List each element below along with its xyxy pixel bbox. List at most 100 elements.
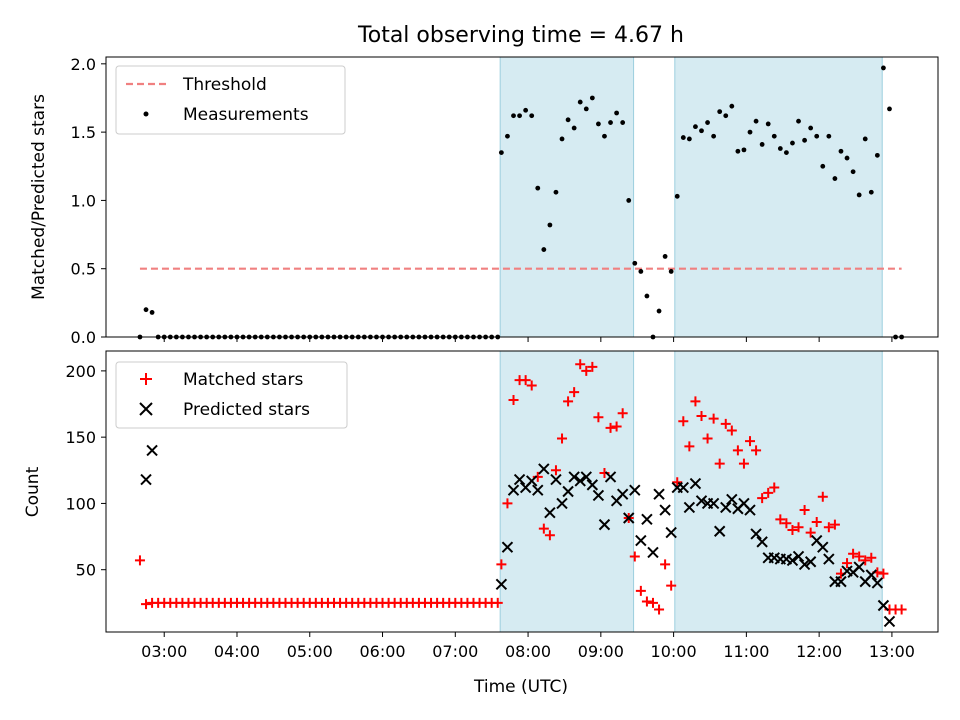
predicted-star-point — [513, 473, 526, 486]
predicted-star-point — [804, 556, 817, 568]
time-x-tick-label: 08:00 — [505, 642, 551, 661]
predicted-star-point — [695, 495, 708, 507]
matched-star-point — [775, 514, 786, 525]
matched-star-point — [660, 559, 671, 570]
matched-star-point — [617, 408, 628, 419]
measurement-point — [838, 148, 844, 154]
measurement-point — [638, 269, 644, 274]
predicted-star-point — [750, 528, 762, 540]
measurement-point — [741, 147, 747, 153]
measurement-point — [802, 137, 807, 143]
predicted-star-point — [726, 493, 738, 506]
matched-star-point — [526, 380, 537, 391]
measurement-point — [832, 176, 838, 181]
predicted-star-point — [871, 577, 884, 589]
predicted-legend-label: Predicted stars — [183, 400, 310, 420]
matched-legend-label: Matched stars — [183, 370, 303, 390]
ratio-y-axis: 0.0 0.5 1.0 1.5 2.0 — [71, 55, 106, 347]
predicted-star-point — [883, 615, 896, 628]
matched-star-point — [684, 441, 695, 452]
predicted-star-point — [501, 541, 514, 553]
matched-star-point — [732, 445, 743, 456]
matched-star-point — [581, 365, 592, 376]
measurement-point — [656, 308, 662, 314]
matched-star-point — [520, 375, 531, 386]
ratio-y-axis-label: Matched/Predicted stars — [29, 94, 49, 300]
time-x-tick-label: 12:00 — [796, 642, 842, 661]
matched-star-point — [829, 519, 840, 530]
matched-star-point — [550, 465, 561, 476]
matched-star-point — [896, 604, 907, 615]
predicted-star-point — [623, 512, 635, 524]
count-observing-windows — [499, 350, 883, 633]
matched-star-point — [587, 361, 598, 372]
matched-star-point — [134, 555, 145, 566]
matched-star-point — [799, 505, 810, 516]
measurement-point — [589, 95, 595, 101]
measurement-point — [632, 260, 638, 266]
ratio-plot-frame — [105, 56, 939, 338]
measurement-point — [644, 293, 650, 299]
measurement-point — [565, 117, 571, 123]
predicted-star-point — [720, 501, 732, 514]
matched-star-point — [690, 396, 701, 407]
measurement-point — [143, 307, 149, 313]
measurement-point — [777, 146, 783, 151]
predicted-star-point — [532, 484, 544, 496]
matched-star-point — [563, 396, 574, 407]
measurement-point — [856, 192, 862, 198]
predicted-star-point — [853, 561, 865, 573]
measurement-point — [826, 133, 832, 139]
measurement-point — [498, 150, 504, 156]
matched-star-point — [629, 551, 640, 562]
measurement-point — [577, 99, 583, 105]
predicted-star-point — [598, 518, 611, 531]
measurement-point — [790, 140, 795, 146]
predicted-star-point — [525, 475, 538, 487]
predicted-star-point — [786, 554, 799, 567]
predicted-star-point — [798, 558, 811, 571]
matched-star-point — [492, 597, 503, 608]
measurement-point — [535, 185, 541, 191]
matched-star-point — [635, 585, 646, 596]
matched-star-point — [848, 548, 859, 559]
matched-star-point — [141, 599, 152, 610]
measurement-point — [717, 109, 723, 115]
time-x-tick-label: 07:00 — [432, 642, 478, 661]
measurement-point — [759, 142, 765, 147]
ratio-y-tick-label: 0.0 — [71, 328, 96, 347]
matched-star-point — [678, 416, 689, 427]
predicted-star-point — [744, 504, 756, 516]
measurement-point — [553, 189, 559, 195]
predicted-star-point — [550, 473, 562, 486]
count-y-tick-label: 200 — [65, 362, 96, 381]
matched-star-point — [866, 552, 877, 563]
count-panel: 50 100 150 200 03:00 04:00 05:00 06:00 07:00 08:… — [23, 350, 939, 697]
predicted-star-point — [689, 477, 702, 490]
time-x-axis: 03:00 04:00 05:00 06:00 07:00 08:00 09:00 10:00… — [141, 632, 915, 661]
predicted-star-point — [586, 479, 599, 491]
predicted-star-point — [792, 550, 805, 563]
matched-star-point — [823, 522, 834, 533]
predicted-star-point — [629, 484, 641, 496]
matched-star-point — [593, 412, 604, 423]
ratio-y-tick-label: 1.0 — [71, 191, 96, 210]
predicted-star-point — [665, 526, 677, 539]
measurement-point — [668, 269, 674, 274]
ratio-measurements — [137, 65, 905, 340]
matched-star-point — [769, 482, 780, 493]
ratio-panel: 0.00.51.01.52.0 Matched/Predicted stars … — [29, 55, 939, 347]
measurement-point — [705, 120, 710, 125]
ratio-legend: Threshold Measurements — [115, 65, 346, 135]
predicted-star-point — [865, 569, 878, 581]
measurement-point — [608, 120, 613, 125]
predicted-star-point — [562, 485, 574, 498]
count-y-axis-label: Count — [23, 466, 43, 517]
matched-star-point — [569, 387, 580, 398]
measurement-point — [626, 198, 632, 203]
measurement-point — [662, 254, 668, 259]
matched-star-point — [575, 359, 586, 370]
ratio-observing-windows — [499, 56, 883, 338]
time-x-tick-label: 04:00 — [214, 642, 260, 661]
